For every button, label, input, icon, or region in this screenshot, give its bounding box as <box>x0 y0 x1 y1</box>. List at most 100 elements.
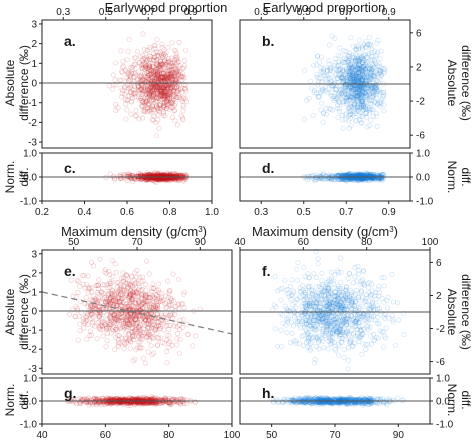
scatter-point <box>358 66 364 72</box>
scatter-point <box>153 76 159 82</box>
scatter-point <box>169 99 175 106</box>
scatter-point <box>163 99 170 105</box>
scatter-point <box>121 63 127 70</box>
scatter-point <box>155 79 161 86</box>
scatter-point <box>150 84 156 90</box>
scatter-point <box>289 277 295 283</box>
scatter-point <box>180 102 186 109</box>
scatter-point <box>353 88 359 94</box>
scatter-point <box>161 104 167 110</box>
scatter-point <box>158 77 164 83</box>
scatter-point <box>353 98 360 104</box>
scatter-point <box>174 94 180 101</box>
scatter-point <box>129 92 135 98</box>
scatter-point <box>152 54 158 60</box>
scatter-point <box>321 65 327 71</box>
scatter-point <box>349 77 355 83</box>
scatter-point <box>165 96 171 102</box>
scatter-point <box>173 84 180 90</box>
scatter-point <box>346 105 352 111</box>
scatter-point <box>335 52 341 58</box>
scatter-point <box>174 77 180 83</box>
scatter-point <box>96 277 102 283</box>
scatter-point <box>345 344 352 351</box>
scatter-point <box>315 261 321 267</box>
scatter-point <box>164 83 170 89</box>
ytick-label: 0 <box>31 307 37 318</box>
scatter-point <box>167 95 173 102</box>
scatter-point <box>155 62 161 68</box>
scatter-point <box>131 73 137 80</box>
scatter-point <box>164 98 171 105</box>
scatter-point <box>315 94 321 100</box>
scatter-point <box>154 88 160 94</box>
scatter-point <box>149 103 156 109</box>
scatter-point <box>107 171 113 177</box>
scatter-point <box>143 79 149 85</box>
scatter-point <box>157 58 163 64</box>
scatter-point <box>159 41 165 47</box>
scatter-point <box>148 89 154 95</box>
scatter-point <box>330 93 336 100</box>
scatter-point <box>366 88 372 94</box>
scatter-point <box>348 101 354 107</box>
scatter-point <box>358 80 364 86</box>
scatter-point <box>159 74 166 80</box>
scatter-point <box>128 64 134 71</box>
scatter-point <box>155 64 161 70</box>
scatter-point <box>359 351 365 357</box>
scatter-point <box>174 56 180 62</box>
scatter-point <box>340 75 346 81</box>
scatter-point <box>357 109 363 115</box>
ytick-label: -3 <box>28 138 37 149</box>
scatter-point <box>151 81 157 87</box>
scatter-point <box>360 59 366 65</box>
scatter-point <box>154 103 160 109</box>
scatter-point <box>165 101 171 108</box>
scatter-point <box>165 92 171 98</box>
scatter-point <box>172 77 178 83</box>
scatter-point <box>153 120 159 126</box>
scatter-point <box>348 87 355 93</box>
scatter-point <box>351 64 357 70</box>
scatter-point <box>148 71 154 78</box>
scatter-point <box>180 74 186 80</box>
scatter-point <box>164 92 170 98</box>
scatter-point <box>353 117 359 123</box>
scatter-point <box>119 68 125 74</box>
scatter-point <box>164 86 170 92</box>
scatter-point <box>161 99 167 105</box>
scatter-point <box>145 101 151 107</box>
scatter-point <box>377 63 383 69</box>
scatter-point <box>157 87 163 93</box>
xtick-label: 0.8 <box>163 207 177 218</box>
scatter-point <box>161 58 167 65</box>
scatter-point <box>331 278 337 284</box>
scatter-point <box>157 87 163 93</box>
scatter-point <box>169 60 175 66</box>
scatter-point <box>358 100 364 107</box>
scatter-point <box>140 92 146 98</box>
scatter-point <box>169 97 175 103</box>
scatter-point <box>143 91 149 97</box>
scatter-point <box>171 72 177 78</box>
scatter-point <box>347 62 353 68</box>
scatter-point <box>349 64 355 70</box>
scatter-point <box>171 71 177 77</box>
scatter-point <box>163 105 169 112</box>
scatter-point <box>169 74 175 80</box>
scatter-point <box>150 96 156 102</box>
scatter-point <box>151 113 157 119</box>
scatter-point <box>163 62 169 68</box>
scatter-point <box>374 95 380 101</box>
scatter-point <box>139 75 145 81</box>
scatter-point <box>160 104 166 111</box>
scatter-point <box>162 92 168 99</box>
scatter-point <box>168 98 174 104</box>
scatter-point <box>117 77 123 83</box>
scatter-point <box>159 70 165 76</box>
scatter-point <box>342 88 349 94</box>
scatter-point <box>77 321 83 327</box>
scatter-point <box>134 274 140 280</box>
scatter-point <box>148 81 155 87</box>
